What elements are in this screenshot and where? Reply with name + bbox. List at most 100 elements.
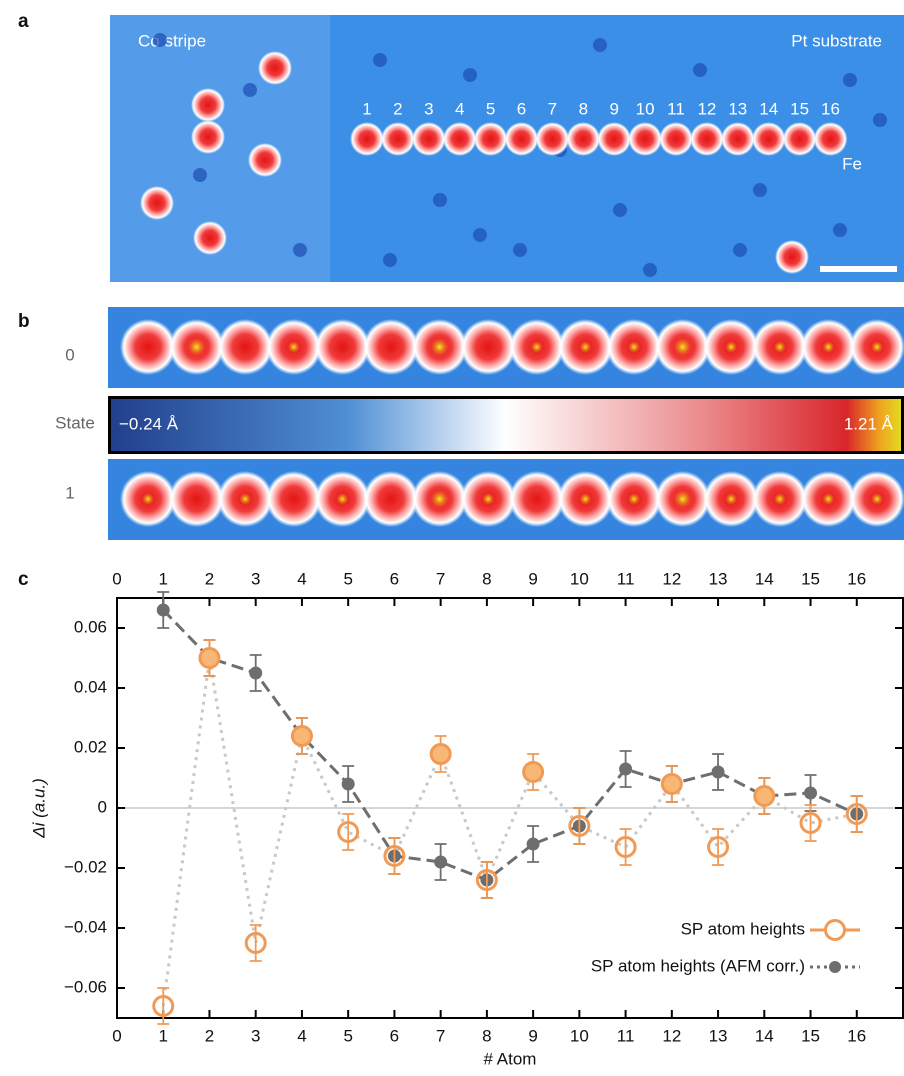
error-bar [388, 837, 401, 875]
x-tick-label-top: 14 [755, 569, 774, 588]
surface-defect [873, 113, 887, 127]
adatom [258, 51, 292, 85]
annotation: Fe [842, 154, 862, 173]
fe-atom [566, 122, 601, 156]
fe-atom [411, 122, 446, 156]
x-tick-label: 11 [617, 1026, 635, 1045]
adatom [191, 88, 225, 122]
data-point [475, 869, 498, 891]
x-tick-label-top: 6 [390, 569, 399, 588]
surface-defect [733, 243, 747, 257]
surface-defect [153, 33, 167, 47]
x-tick-label: 1 [159, 1026, 168, 1045]
scale-min: −0.24 Å [119, 414, 179, 433]
surface-defect [843, 73, 857, 87]
atom-core [822, 341, 835, 353]
x-tick-label-top: 1 [159, 569, 168, 588]
panel-a: a Co stripe Pt substrate Fe 1 2 3 4 5 6 7 8 9 10 1… [18, 11, 904, 282]
x-tick-label: 14 [755, 1026, 774, 1045]
y-tick-label: 0.06 [74, 617, 107, 636]
fe-atom [813, 122, 848, 156]
x-tick-label: 13 [709, 1026, 728, 1045]
atom-core [822, 493, 835, 505]
data-point [711, 765, 725, 779]
fe-atom [782, 122, 817, 156]
x-tick-label: 16 [847, 1026, 866, 1045]
legend-label: SP atom heights [681, 919, 805, 938]
surface-defect [693, 63, 707, 77]
atom-core [187, 338, 206, 356]
fe-atom [473, 122, 508, 156]
x-tick-label: 3 [251, 1026, 260, 1045]
x-tick-label-top: 4 [297, 569, 306, 588]
atom-core [628, 341, 640, 353]
surface-defect [243, 83, 257, 97]
error-bar [480, 861, 493, 899]
atom-core [142, 493, 154, 505]
surface-defect [833, 223, 847, 237]
atom-core [673, 338, 692, 356]
x-tick-label: 15 [801, 1026, 820, 1045]
data-point [341, 777, 355, 791]
panel-label: c [18, 569, 29, 590]
surface-defect [613, 203, 627, 217]
panel-label: a [18, 11, 29, 32]
atom-number: 15 [790, 99, 809, 118]
y-tick-label: −0.04 [64, 917, 107, 936]
chain-atom [217, 319, 274, 375]
atom-number: 2 [393, 99, 402, 118]
chain-atom [314, 319, 371, 375]
surface-defect [643, 263, 657, 277]
data-point [526, 837, 540, 851]
atom-number: 1 [362, 99, 371, 118]
data-point [845, 803, 868, 825]
x-tick-label-top: 9 [528, 569, 537, 588]
annotation: Co stripe [138, 31, 206, 50]
atom-number: 6 [517, 99, 526, 118]
x-tick-label: 7 [436, 1026, 445, 1045]
atom-number: 10 [636, 99, 655, 118]
state-label: 0 [65, 345, 74, 364]
data-point [614, 836, 637, 858]
atom-core [430, 338, 449, 356]
x-tick-label-top: 0 [112, 569, 121, 588]
x-tick-label: 5 [343, 1026, 352, 1045]
data-point [290, 725, 313, 747]
atom-core [773, 493, 786, 505]
x-tick-label-top: 16 [847, 569, 866, 588]
x-tick-label-top: 5 [343, 569, 352, 588]
y-tick-label: −0.06 [64, 977, 107, 996]
legend-marker [829, 961, 841, 973]
surface-defect [293, 243, 307, 257]
chain-atom [363, 319, 419, 375]
atom-core [673, 490, 692, 508]
x-tick-label: 2 [205, 1026, 214, 1045]
atom-number: 12 [697, 99, 716, 118]
atom-core [430, 490, 449, 508]
adatom [191, 120, 225, 154]
error-bar [804, 804, 817, 842]
atom-core [482, 493, 495, 505]
data-point [568, 815, 591, 837]
series-line [162, 608, 858, 882]
data-point [383, 845, 406, 867]
data-point [429, 743, 452, 765]
surface-defect [463, 68, 477, 82]
panel-label: b [18, 311, 30, 332]
atom-number: 11 [667, 99, 685, 118]
x-tick-label-top: 13 [709, 569, 728, 588]
annotation: Pt substrate [791, 31, 882, 50]
x-tick-label: 10 [570, 1026, 589, 1045]
panel-c: c # Atom Δi (a.u.) 001122334455667788991… [18, 569, 904, 1068]
fe-atom [597, 122, 632, 156]
fe-atom [628, 122, 663, 156]
x-tick-label: 9 [528, 1026, 537, 1045]
state-label: 1 [65, 483, 74, 502]
atom-number: 13 [728, 99, 747, 118]
atom-number: 3 [424, 99, 433, 118]
error-bar [157, 987, 170, 1025]
chain-atom [508, 471, 565, 527]
atom-core [336, 493, 349, 505]
error-bar [850, 795, 863, 833]
surface-defect [473, 228, 487, 242]
